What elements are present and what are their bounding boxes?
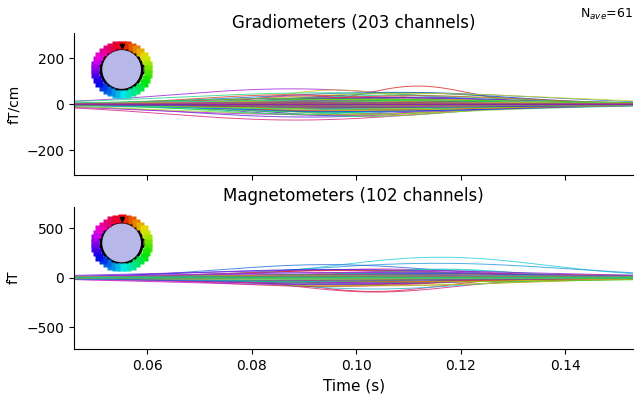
X-axis label: Time (s): Time (s) [323, 378, 385, 393]
Y-axis label: fT: fT [7, 271, 21, 284]
Title: Magnetometers (102 channels): Magnetometers (102 channels) [223, 187, 484, 205]
Text: N$_{ave}$=61: N$_{ave}$=61 [580, 7, 633, 22]
Title: Gradiometers (203 channels): Gradiometers (203 channels) [232, 14, 476, 32]
Y-axis label: fT/cm: fT/cm [7, 85, 21, 124]
